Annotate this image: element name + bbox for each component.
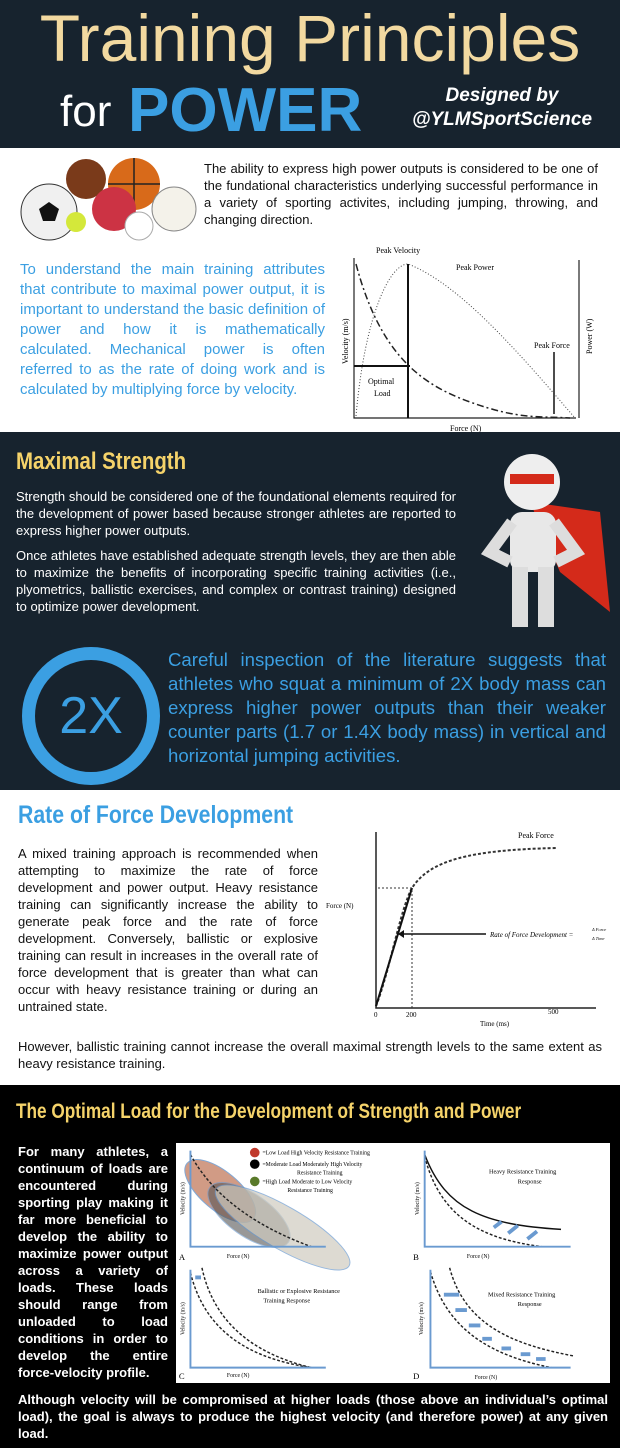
panel-d-letter: D (413, 1371, 419, 1381)
panel-b-title: Heavy Resistance Training (489, 1169, 556, 1176)
panel-c-letter: C (179, 1371, 185, 1381)
maximal-strength-section: Maximal Strength Strength should be cons… (0, 432, 620, 790)
y-axis-label: Force (N) (326, 902, 354, 910)
x-axis-label: Time (ms) (480, 1020, 510, 1028)
rfd-formula-denominator: Δ Time (591, 936, 604, 941)
credit-line2: @YLMSportScience (411, 109, 593, 130)
section-heading: Maximal Strength (16, 448, 187, 475)
tick-200: 200 (406, 1011, 417, 1019)
panel-d-title: Mixed Resistance Training (488, 1292, 555, 1299)
panel-d-title-2: Response (518, 1301, 542, 1308)
y2-axis-label: Power (W) (585, 318, 594, 354)
section-heading: The Optimal Load for the Development of … (16, 1100, 522, 1123)
intro-section: The ability to express high power output… (0, 148, 620, 433)
panel-b-ylabel: Velocity (m/s) (414, 1182, 421, 1215)
intro-text: The ability to express high power output… (204, 161, 598, 227)
panel-b-letter: B (413, 1252, 419, 1262)
credit-line1: Designed by (445, 85, 559, 106)
panel-d-xlabel: Force (N) (475, 1374, 498, 1381)
superhero-figure-image (480, 454, 610, 627)
panel-a-ylabel: Velocity (m/s) (180, 1182, 187, 1215)
peak-power-label: Peak Power (456, 263, 494, 272)
strength-paragraph-1: Strength should be considered one of the… (16, 489, 456, 538)
title-for: for (60, 87, 112, 136)
y-axis-label: Velocity (m/s) (341, 318, 350, 364)
panel-a-xlabel: Force (N) (227, 1253, 250, 1260)
panel-c-xlabel: Force (N) (227, 1372, 250, 1379)
load-paragraph-2: Although velocity will be compromised at… (18, 1392, 608, 1441)
panel-d-ylabel: Velocity (m/s) (418, 1302, 425, 1335)
optimal-load-label-2: Load (374, 389, 390, 398)
legend-low-load: =Low Load High Velocity Resistance Train… (262, 1151, 370, 1157)
rfd-section: Rate of Force Development A mixed traini… (0, 790, 620, 1085)
section-heading: Rate of Force Development (18, 801, 294, 829)
legend-moderate-load: =Moderate Load Moderately High Velocity (262, 1162, 362, 1168)
optimal-load-label: Optimal (368, 377, 395, 386)
load-paragraph-1: For many athletes, a continuum of loads … (18, 1144, 168, 1380)
sports-balls-image (20, 158, 197, 241)
peak-force-label: Peak Force (518, 831, 554, 840)
legend-high-load-2: Resistance Training (287, 1188, 333, 1194)
strength-highlight-text: Careful inspection of the literature sug… (168, 649, 606, 766)
panel-b: Heavy Resistance Training Response B For… (413, 1150, 571, 1262)
panel-c: Ballistic or Explosive Resistance Traini… (179, 1267, 340, 1381)
force-velocity-panels: =Low Load High Velocity Resistance Train… (176, 1143, 610, 1383)
strength-text-column: Strength should be considered one of the… (16, 488, 456, 623)
panel-c-ylabel: Velocity (m/s) (180, 1302, 187, 1335)
title-power: POWER (128, 76, 363, 145)
rfd-formula-numerator: Δ Force (591, 927, 606, 932)
tick-500: 500 (548, 1008, 559, 1016)
panel-c-title: Ballistic or Explosive Resistance (258, 1288, 340, 1295)
panel-a-letter: A (179, 1252, 186, 1262)
strength-paragraph-2: Once athletes have established adequate … (16, 548, 456, 614)
peak-velocity-label: Peak Velocity (376, 246, 420, 255)
rfd-paragraph-2: However, ballistic training cannot incre… (18, 1039, 602, 1071)
tick-0: 0 (374, 1011, 378, 1019)
credit: Designed by @YLMSportScience (392, 84, 612, 132)
panel-b-xlabel: Force (N) (467, 1253, 490, 1260)
optimal-load-section: The Optimal Load for the Development of … (0, 1085, 620, 1448)
power-definition-text: To understand the main training attribut… (20, 261, 325, 398)
panel-b-title-2: Response (518, 1178, 542, 1185)
legend-moderate-load-2: Resistance Training (297, 1171, 343, 1177)
header: Training Principles for POWER Designed b… (0, 0, 620, 148)
peak-force-label: Peak Force (534, 341, 570, 350)
x-axis-label: Force (N) (450, 424, 482, 433)
legend-high-load: =High Load Moderate to Low Velocity (262, 1179, 352, 1185)
panel-d: Mixed Resistance Training Response D For… (413, 1267, 575, 1381)
2x-badge: 2X (22, 647, 160, 785)
panel-a: =Low Load High Velocity Resistance Train… (179, 1147, 370, 1271)
panel-c-title-2: Training Response (263, 1297, 310, 1304)
rfd-paragraph-1: A mixed training approach is recommended… (18, 846, 318, 1014)
rfd-chart: Peak Force Force (N) Time (ms) 0 200 500… (326, 831, 606, 1028)
force-velocity-power-chart: Peak Velocity Peak Power Peak Force Opti… (341, 246, 594, 433)
title: Training Principles (39, 1, 581, 75)
rfd-formula: Rate of Force Development = (489, 931, 574, 939)
